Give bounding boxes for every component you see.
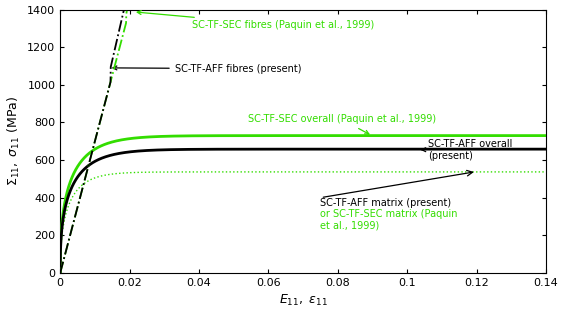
Text: or SC-TF-SEC matrix (Paquin
et al., 1999): or SC-TF-SEC matrix (Paquin et al., 1999…	[320, 209, 458, 230]
Text: SC-TF-AFF overall
(present): SC-TF-AFF overall (present)	[422, 139, 513, 160]
Y-axis label: $\Sigma_{11},\ \sigma_{11}\ \mathrm{(MPa)}$: $\Sigma_{11},\ \sigma_{11}\ \mathrm{(MPa…	[6, 96, 21, 186]
X-axis label: $E_{11},\ \varepsilon_{11}$: $E_{11},\ \varepsilon_{11}$	[279, 293, 328, 308]
Text: SC-TF-SEC overall (Paquin et al., 1999): SC-TF-SEC overall (Paquin et al., 1999)	[248, 114, 436, 134]
Text: SC-TF-SEC fibres (Paquin et al., 1999): SC-TF-SEC fibres (Paquin et al., 1999)	[137, 11, 374, 30]
Text: SC-TF-AFF matrix (present): SC-TF-AFF matrix (present)	[320, 198, 452, 208]
Text: SC-TF-AFF fibres (present): SC-TF-AFF fibres (present)	[113, 64, 301, 74]
